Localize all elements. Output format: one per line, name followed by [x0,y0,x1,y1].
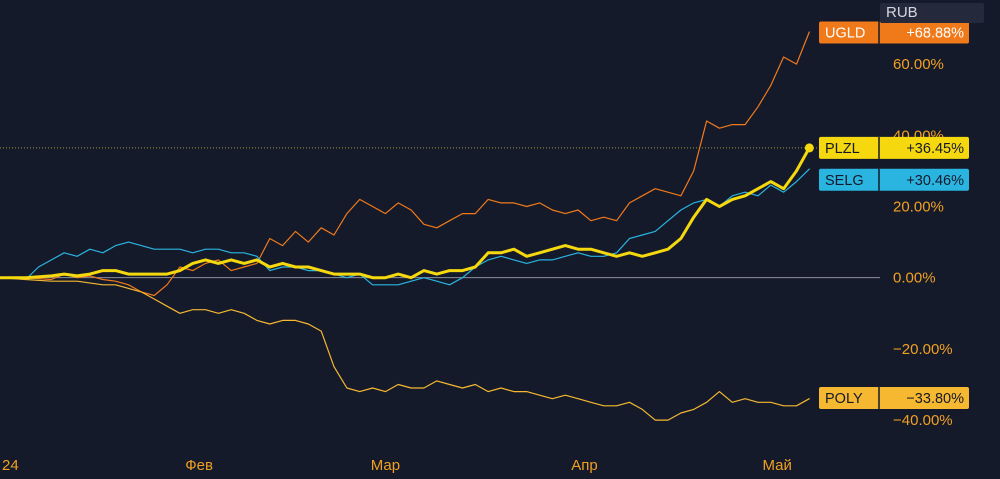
value-tag-bg [819,168,969,191]
value-tag-value: −33.80% [906,391,964,407]
value-tag-symbol: POLY [825,391,863,407]
x-tick-label: Фев [185,457,213,474]
last-value-tags: UGLD +68.88% PLZL +36.45% SELG +30.46% POLY −33… [819,21,969,410]
series-line-selg [0,168,810,286]
y-axis: 60.00%40.00%20.00%0.00%−20.00%−40.00% [893,56,953,429]
value-tag-bg [819,21,969,44]
value-tag-symbol: SELG [825,173,864,189]
last-point-plzl [804,143,814,153]
series-layer [0,31,814,421]
value-tag-bg [819,387,969,410]
series-line-ugld [0,31,810,297]
value-tag-selg[interactable]: SELG +30.46% [819,168,969,191]
value-tag-symbol: UGLD [825,25,865,41]
value-tag-value: +30.46% [906,173,964,189]
y-tick-label: −20.00% [893,341,953,358]
x-tick-label: Апр [571,457,597,474]
y-tick-label: −40.00% [893,412,953,429]
x-tick-label: Май [763,457,792,474]
y-tick-label: 20.00% [893,198,944,215]
y-tick-label: 0.00% [893,270,936,287]
value-tag-value: +68.88% [906,25,964,41]
value-tag-poly[interactable]: POLY −33.80% [819,387,969,410]
currency-badge[interactable]: RUB [880,3,984,23]
x-axis: 24 Фев Мар Апр Май [2,457,792,474]
y-tick-label: 60.00% [893,56,944,73]
value-tag-plzl[interactable]: PLZL +36.45% [819,136,969,159]
value-tag-value: +36.45% [906,141,964,157]
value-tag-bg [819,136,969,159]
value-tag-ugld[interactable]: UGLD +68.88% [819,21,969,44]
guide-lines [0,147,880,279]
value-tag-symbol: PLZL [825,141,860,157]
series-line-plzl [0,146,811,280]
x-tick-label: 24 [2,457,19,474]
series-line-poly [0,277,810,421]
x-tick-label: Мар [371,457,400,474]
